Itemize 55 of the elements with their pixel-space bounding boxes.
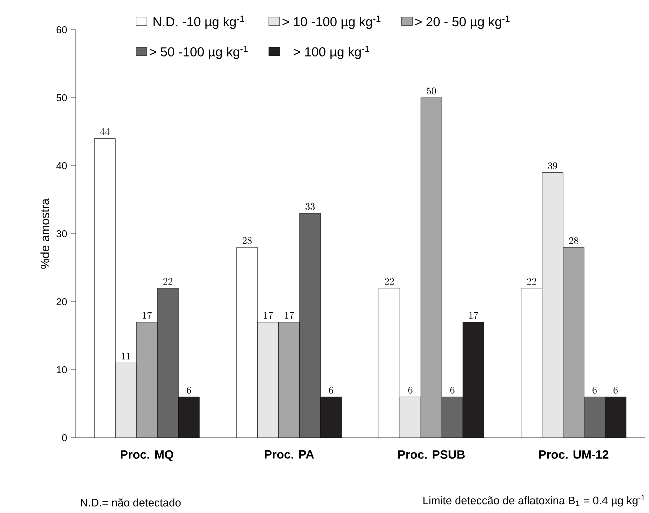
data-label: 50 [427,88,436,95]
data-label: 6 [408,386,413,394]
bar [463,322,484,438]
legend-label: > 10 -100 µg kg$^{-1}$ [282,16,381,30]
legend-label: > 50 -100 µg kg$^{-1}$ [150,46,248,60]
data-label: 39 [548,162,558,170]
data-label: 6 [187,386,192,394]
data-label: 17 [285,312,294,320]
y-tick-label: 20 [56,298,68,306]
bar [563,247,585,438]
data-label: 6 [592,386,597,394]
y-tick-label: 10 [57,366,68,374]
y-tick-label: 60 [56,26,68,34]
bar [320,397,342,438]
y-tick-label: 0 [62,434,68,442]
bar [278,322,300,438]
data-label: 22 [164,278,173,285]
bar [400,397,422,438]
y-tick-label: 50 [56,94,68,102]
bar [116,363,137,438]
bar [178,397,200,438]
bar [442,397,464,438]
data-label: 6 [450,386,455,394]
bar [421,98,442,438]
bar [258,322,279,438]
data-label: 6 [614,386,618,394]
data-label: 17 [470,312,478,320]
text: N.D.= não detectado [81,498,181,507]
y-tick-label: 40 [56,162,68,170]
data-label: 28 [242,237,252,244]
bar [542,172,564,438]
bar [584,396,606,438]
bar [136,322,158,438]
legend-label: > 100 µg kg$^{-1}$ [294,46,370,60]
x-tick-label: Proc. PA [265,450,314,459]
bar [158,288,179,438]
data-label: 11 [122,352,130,360]
x-tick-label: Proc. MQ [121,450,174,462]
x-tick-label: Proc. UM-12 [539,450,609,460]
y-tick-label: 30 [56,230,68,238]
data-label: 22 [385,278,394,285]
data-label: 6 [329,386,334,394]
x-tick-label: Proc. PSUB [398,450,465,460]
data-label: 22 [527,278,536,285]
data-label: 17 [143,312,152,320]
data-label: 33 [306,203,315,210]
data-label: 44 [100,128,110,136]
bar [605,396,627,438]
data-label: 28 [569,237,578,244]
bar [300,214,321,438]
data-label: 17 [264,312,274,320]
text: Limite deteccão de aflatoxina B$_{1}$ = 0.4 µg kg$^{-1}$ [424,495,645,507]
legend-label: N.D. -10 µg kg$^{-1}$ [154,16,244,30]
y-axis-title: %de amostra [40,198,50,269]
legend-label: > 20 - 50 µg kg$^{-1}$ [416,16,510,30]
